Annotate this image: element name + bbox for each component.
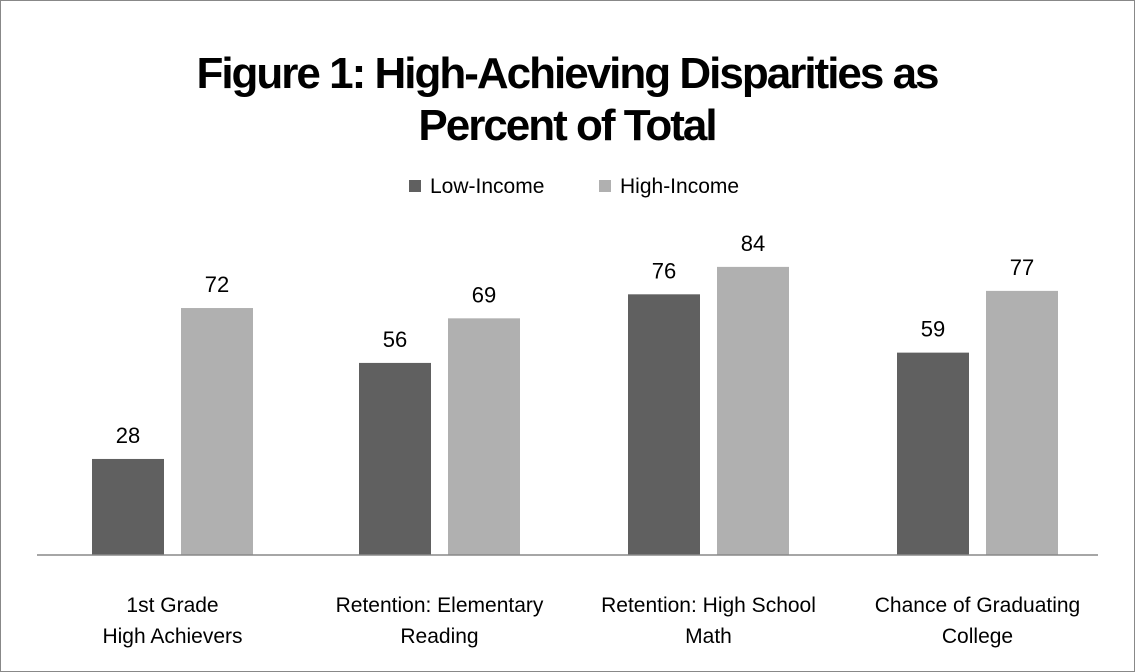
- bar-0-2: [628, 294, 700, 555]
- chart-title-line-1: Figure 1: High-Achieving Disparities as: [196, 49, 938, 98]
- bar-1-3: [986, 290, 1058, 555]
- category-labels: 1st Grade High Achievers Retention: Elemen…: [102, 594, 1080, 648]
- bar-0-0: [92, 458, 164, 555]
- legend-label-1: High-Income: [620, 175, 739, 198]
- category-label-3-0: Chance of Graduating: [875, 594, 1080, 617]
- legend: Low-Income High-Income: [409, 175, 739, 198]
- bar-1-0: [181, 308, 253, 555]
- bar-1-1: [448, 318, 520, 555]
- bars: [92, 266, 1058, 555]
- value-label-1-2: 84: [741, 231, 765, 256]
- category-label-1-0: Retention: Elementary: [336, 594, 544, 617]
- value-label-0-3: 59: [921, 317, 945, 342]
- category-label-2-0: Retention: High School: [601, 594, 816, 617]
- legend-swatch-0: [409, 180, 421, 192]
- category-label-0-1: High Achievers: [102, 625, 242, 648]
- legend-swatch-1: [599, 180, 611, 192]
- value-label-0-0: 28: [116, 423, 140, 448]
- category-label-2-1: Math: [685, 625, 732, 648]
- value-label-0-1: 56: [383, 327, 407, 352]
- value-label-1-1: 69: [472, 282, 496, 307]
- bar-1-2: [717, 266, 789, 555]
- value-label-1-0: 72: [205, 272, 229, 297]
- bar-0-1: [359, 362, 431, 555]
- category-label-3-1: College: [942, 625, 1013, 648]
- bar-0-3: [897, 352, 969, 555]
- value-label-1-3: 77: [1010, 255, 1034, 280]
- category-label-1-1: Reading: [400, 625, 478, 648]
- value-label-0-2: 76: [652, 258, 676, 283]
- category-label-0-0: 1st Grade: [126, 594, 218, 617]
- value-labels: 28 72 56 69 76 84 59 77: [116, 231, 1034, 448]
- chart-title-line-2: Percent of Total: [418, 101, 715, 150]
- legend-label-0: Low-Income: [430, 175, 544, 198]
